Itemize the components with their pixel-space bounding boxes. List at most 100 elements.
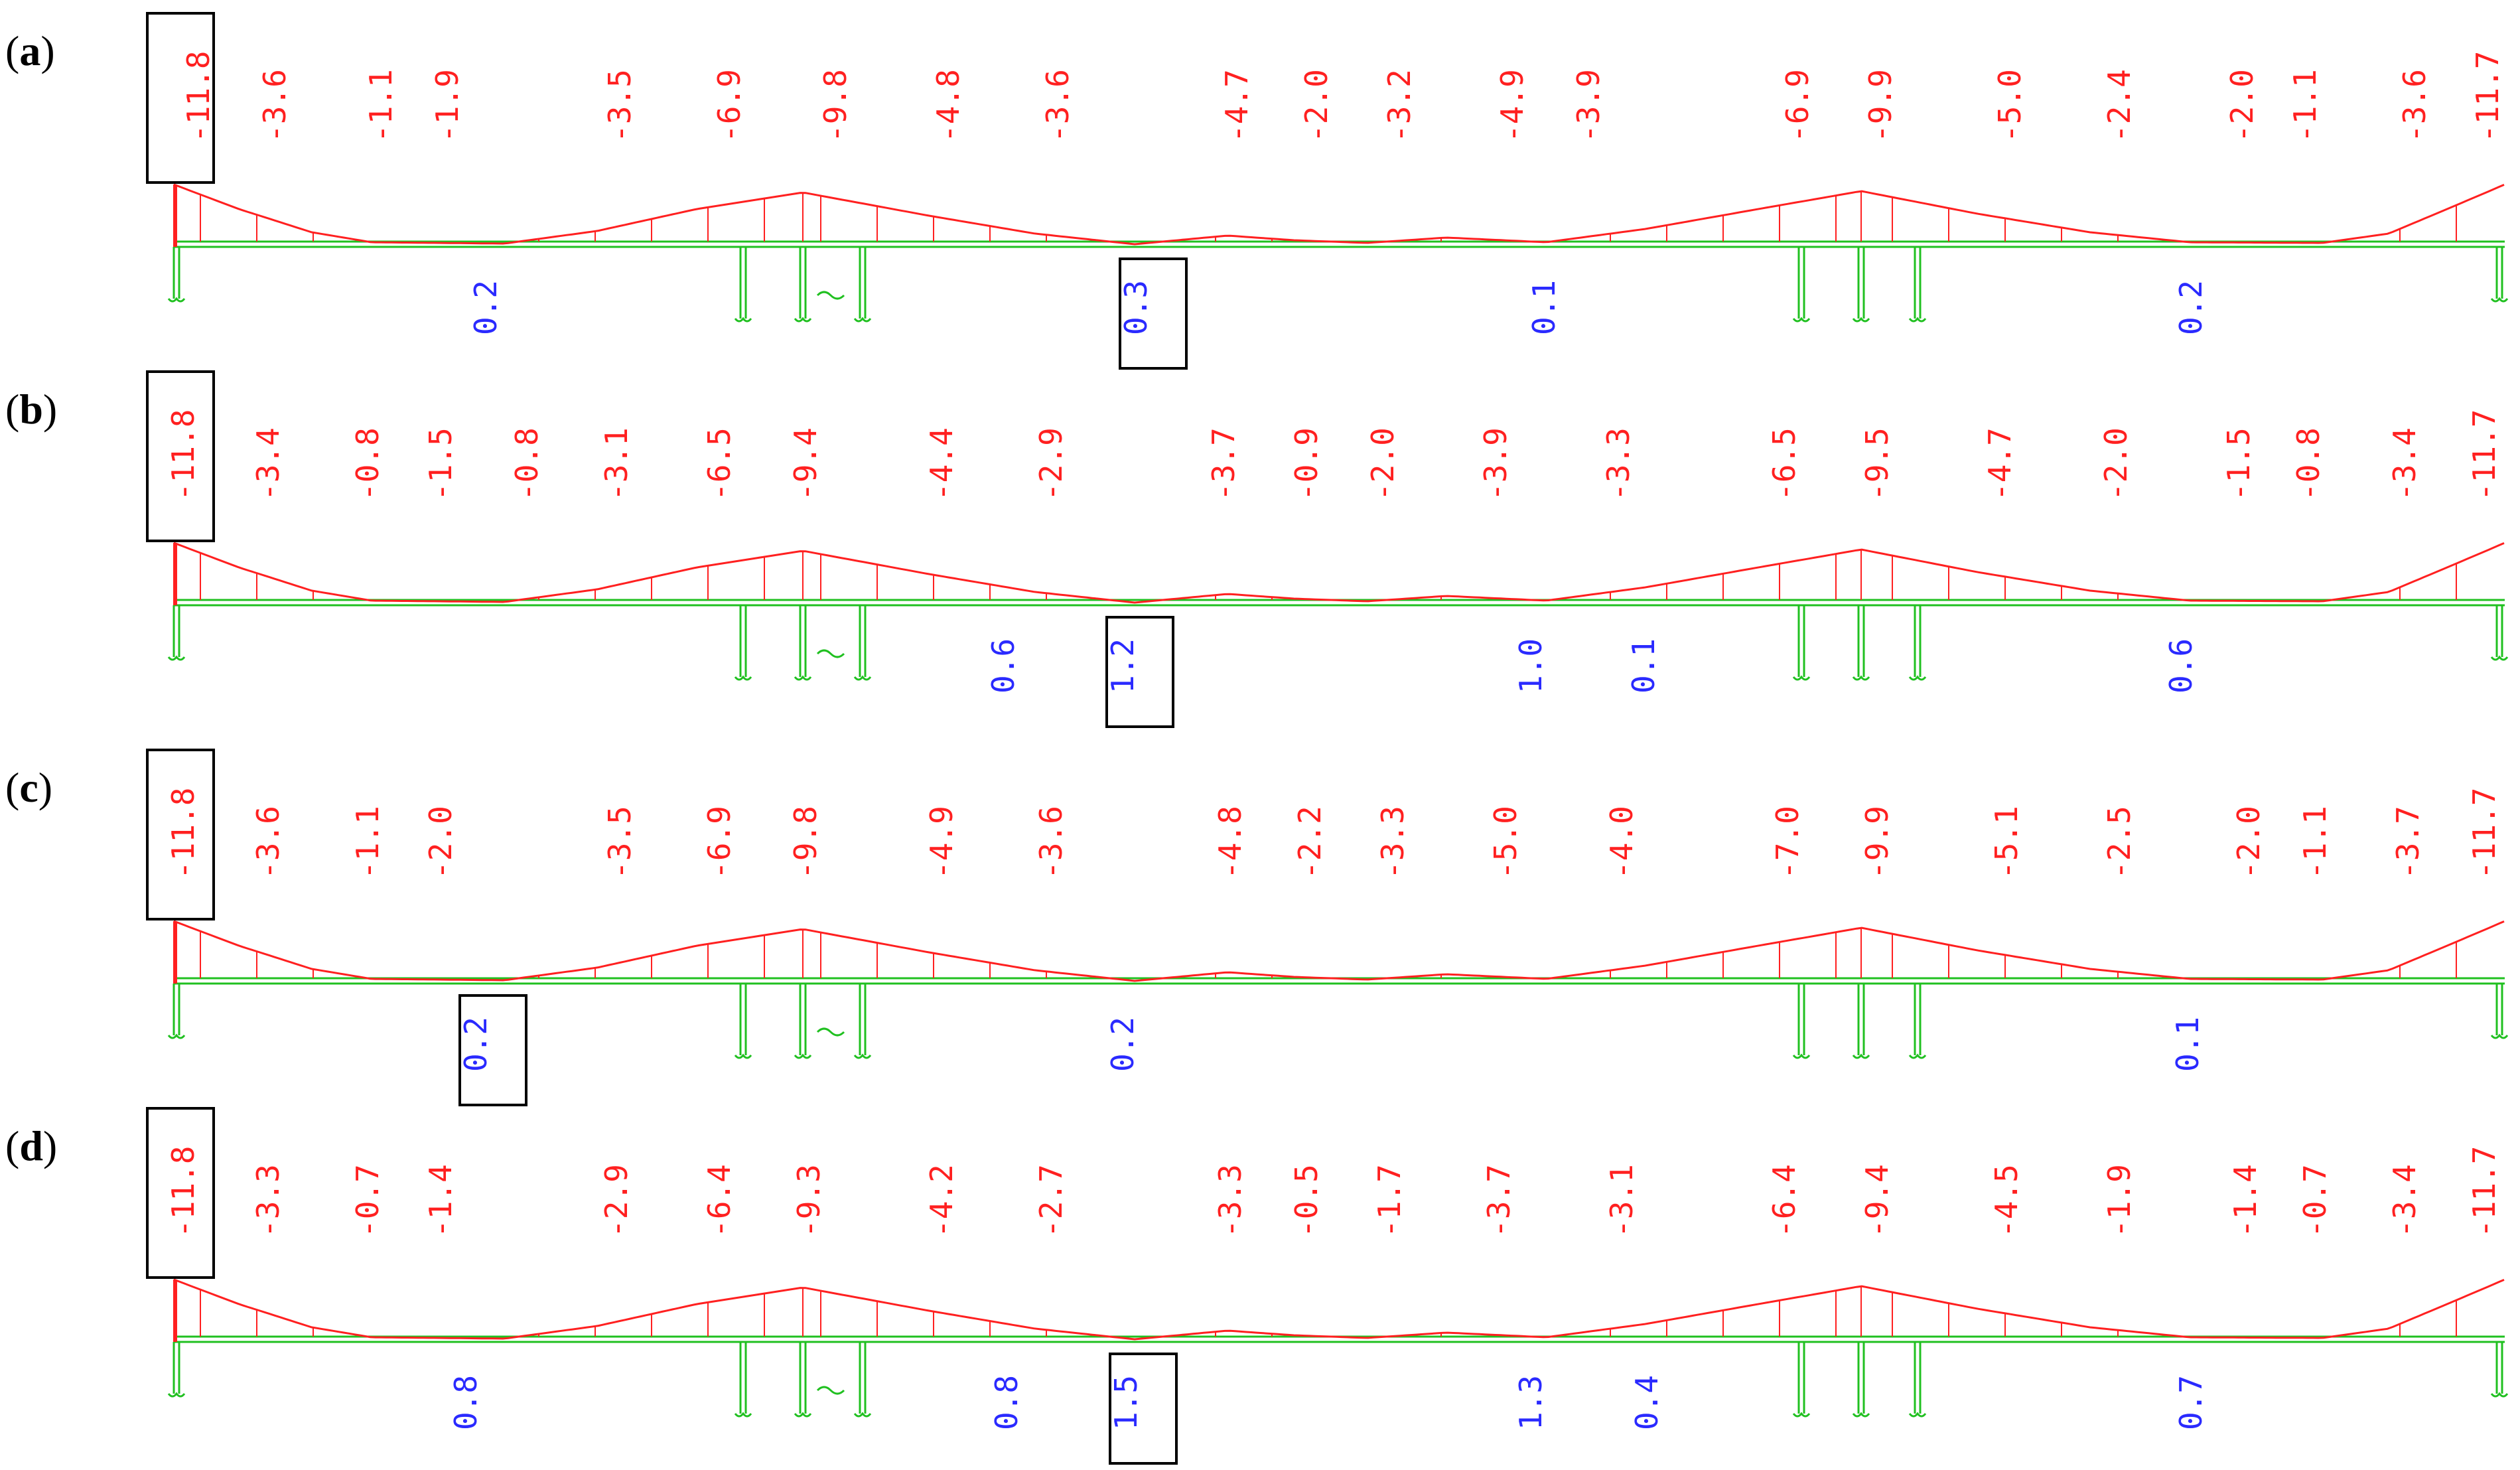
- negative-moment-label: -2.0: [423, 806, 458, 879]
- negative-moment-label: -11.8: [180, 51, 216, 143]
- negative-moment-label: -3.6: [1033, 806, 1069, 879]
- support-icon: [734, 984, 752, 1059]
- negative-moment-label: -0.8: [350, 427, 385, 501]
- positive-moment-label: 0.2: [1105, 1017, 1141, 1072]
- positive-moment-label: 0.1: [1626, 638, 1661, 694]
- negative-moment-label: -4.8: [1212, 806, 1248, 879]
- negative-moment-label: -6.9: [711, 69, 747, 143]
- negative-moment-label: -2.0: [2098, 427, 2134, 501]
- support-icon: [2490, 984, 2509, 1039]
- support-icon: [167, 247, 186, 303]
- positive-moment-label: 0.4: [1629, 1375, 1665, 1430]
- negative-moment-label: -9.8: [788, 806, 823, 879]
- negative-moment-label: -11.7: [2470, 51, 2505, 143]
- moment-curve: [173, 920, 2505, 982]
- negative-moment-label: -1.1: [2287, 69, 2323, 143]
- negative-moment-label: -2.0: [2231, 806, 2267, 879]
- positive-moment-label: 0.7: [2173, 1375, 2209, 1430]
- negative-moment-label: -2.0: [1365, 427, 1401, 501]
- positive-moment-label: 1.5: [1108, 1375, 1144, 1430]
- support-icon: [1852, 247, 1870, 323]
- negative-moment-label: -0.5: [1289, 1164, 1324, 1238]
- negative-moment-label: -3.6: [1040, 69, 1076, 143]
- negative-moment-label: -9.8: [817, 69, 853, 143]
- support-icon: [2490, 605, 2509, 661]
- support-icon: [2490, 247, 2509, 303]
- support-icon: [734, 605, 752, 681]
- negative-moment-label: -1.5: [2221, 427, 2257, 501]
- positive-moment-label: 0.2: [2173, 280, 2209, 335]
- negative-moment-label: -0.7: [2297, 1164, 2333, 1238]
- support-icon: [794, 247, 812, 323]
- negative-moment-label: -0.9: [1289, 427, 1324, 501]
- positive-moment-label: 1.0: [1513, 638, 1549, 694]
- positive-moment-label: 0.3: [1118, 280, 1154, 335]
- negative-moment-label: -11.8: [165, 788, 201, 879]
- positive-moment-label: 0.1: [2170, 1017, 2205, 1072]
- negative-moment-label: -2.9: [598, 1164, 634, 1238]
- negative-moment-label: -6.5: [1766, 427, 1802, 501]
- negative-moment-label: -1.7: [1371, 1164, 1407, 1238]
- negative-moment-label: -3.5: [602, 69, 638, 143]
- support-icon: [853, 247, 872, 323]
- negative-moment-label: -9.9: [1859, 806, 1895, 879]
- negative-moment-label: -3.3: [1600, 427, 1636, 501]
- support-icon: [1908, 247, 1927, 323]
- negative-moment-label: -3.2: [1381, 69, 1417, 143]
- negative-moment-label: -9.4: [788, 427, 823, 501]
- negative-moment-label: -3.9: [1478, 427, 1513, 501]
- negative-moment-label: -6.9: [1780, 69, 1815, 143]
- positive-moment-label: 0.2: [468, 280, 504, 335]
- negative-moment-label: -11.7: [2466, 1146, 2502, 1238]
- negative-moment-label: -4.9: [1494, 69, 1530, 143]
- negative-moment-label: -5.0: [1488, 806, 1523, 879]
- positive-moment-label: 0.2: [458, 1017, 494, 1072]
- negative-moment-label: -1.5: [423, 427, 458, 501]
- positive-moment-label: 0.1: [1526, 280, 1562, 335]
- negative-moment-label: -11.8: [165, 409, 201, 501]
- support-icon: [853, 1342, 872, 1418]
- negative-moment-label: -3.4: [2387, 1164, 2422, 1238]
- negative-moment-label: -0.8: [509, 427, 545, 501]
- negative-moment-label: -9.3: [791, 1164, 827, 1238]
- panel-a: (a) -11.8 -3.6 -1.1 -1.9 -3.5 -6.9 -9.8 -4.8 -3.6…: [5, 12, 2509, 370]
- highlight-box-negative: [146, 749, 215, 920]
- support-icon: [816, 291, 845, 300]
- panel-label: (a): [5, 27, 55, 74]
- negative-moment-label: -5.1: [1989, 806, 2024, 879]
- negative-moment-label: -3.6: [257, 69, 293, 143]
- support-icon: [734, 247, 752, 323]
- support-icon: [794, 605, 812, 681]
- support-icon: [1792, 1342, 1811, 1418]
- support-icon: [1792, 984, 1811, 1059]
- moment-curve: [173, 183, 2505, 246]
- negative-moment-label: -4.9: [924, 806, 959, 879]
- negative-moment-label: -11.7: [2466, 409, 2502, 501]
- negative-moment-label: -2.9: [1033, 427, 1069, 501]
- negative-moment-label: -9.5: [1859, 427, 1895, 501]
- negative-moment-label: -1.1: [2297, 806, 2333, 879]
- support-icon: [1908, 1342, 1927, 1418]
- moment-curve: [173, 542, 2505, 604]
- negative-moment-label: -6.9: [701, 806, 737, 879]
- support-icon: [1792, 247, 1811, 323]
- panel-label: (b): [5, 386, 57, 433]
- negative-moment-label: -3.1: [598, 427, 634, 501]
- negative-moment-label: -2.2: [1292, 806, 1328, 879]
- negative-moment-label: -9.9: [1862, 69, 1898, 143]
- negative-moment-label: -1.9: [2101, 1164, 2137, 1238]
- negative-moment-label: -3.5: [602, 806, 638, 879]
- negative-moment-label: -9.4: [1859, 1164, 1895, 1238]
- positive-moment-label: 0.8: [448, 1375, 484, 1430]
- support-icon: [1908, 605, 1927, 681]
- negative-moment-label: -3.7: [1481, 1164, 1517, 1238]
- support-icon: [853, 984, 872, 1059]
- negative-moment-label: -2.4: [2101, 69, 2137, 143]
- negative-moment-label: -3.1: [1604, 1164, 1640, 1238]
- support-icon: [794, 984, 812, 1059]
- support-icon: [816, 1386, 845, 1395]
- negative-moment-label: -6.4: [701, 1164, 737, 1238]
- positive-moment-label: 0.8: [989, 1375, 1024, 1430]
- negative-moment-label: -1.4: [423, 1164, 458, 1238]
